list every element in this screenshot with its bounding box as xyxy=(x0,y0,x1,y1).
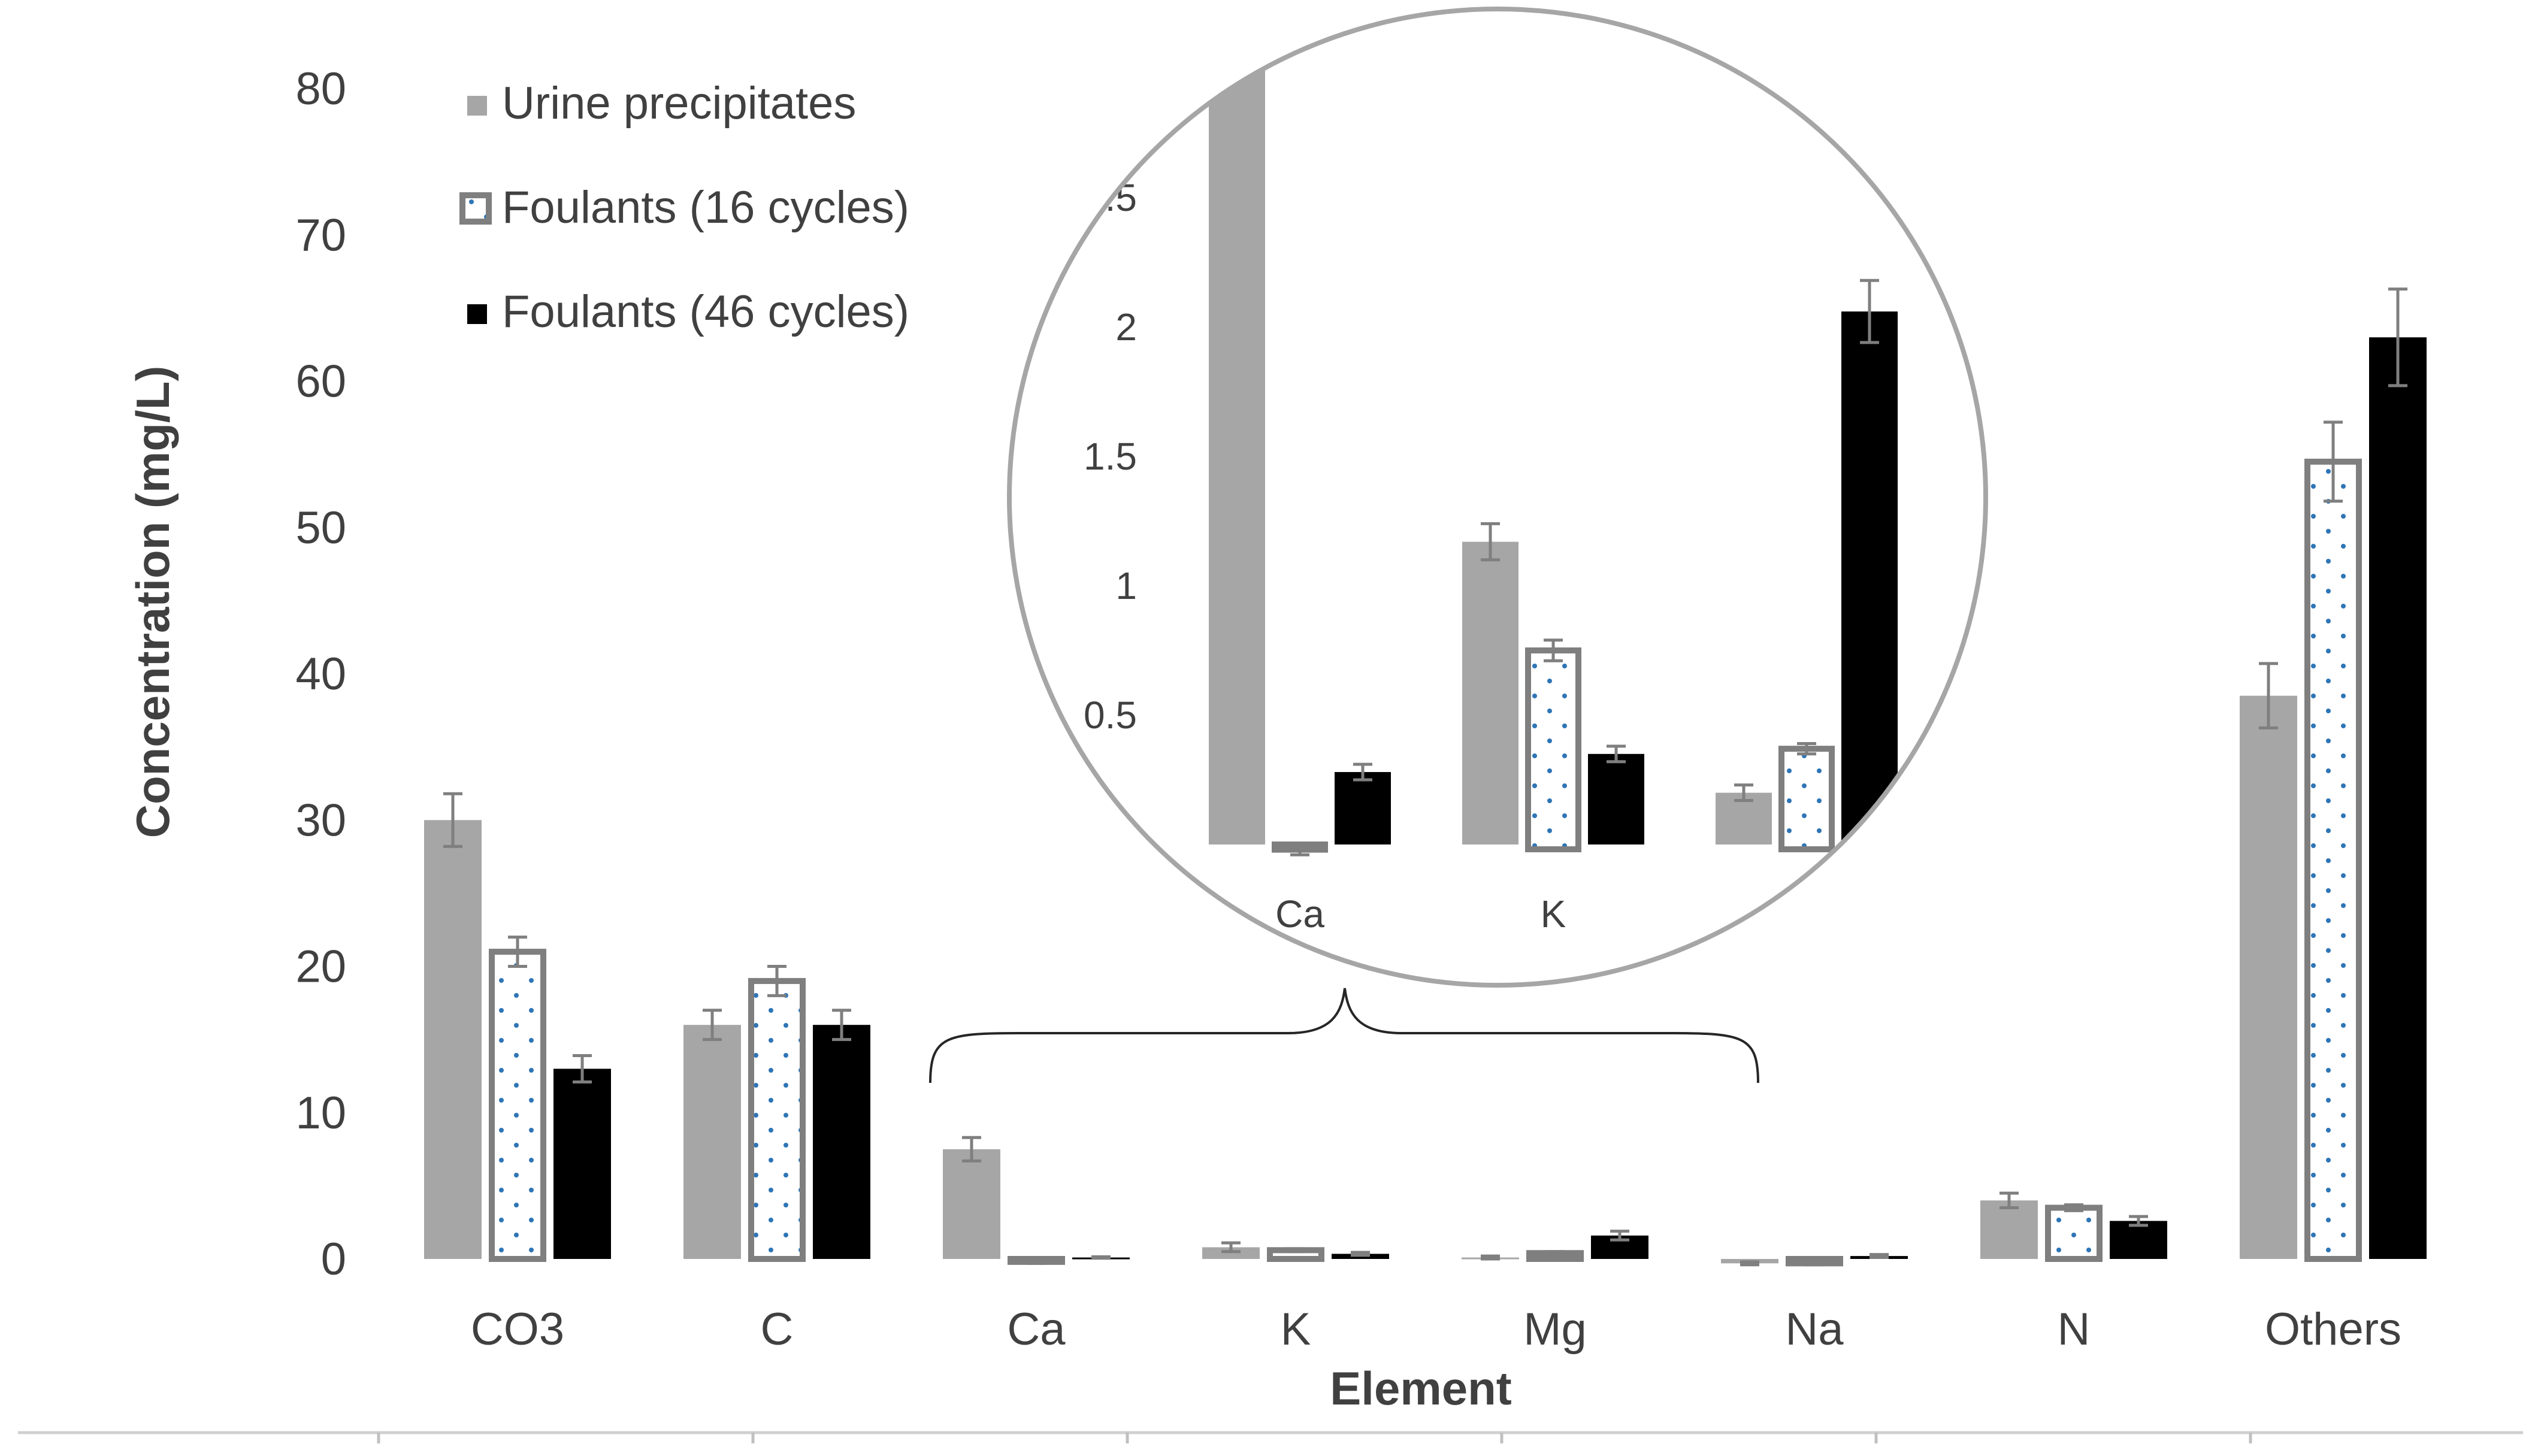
x-tick-label: Ca xyxy=(1007,1304,1066,1355)
inset-bar-foulants-16-cycles xyxy=(1525,647,1581,852)
error-bar xyxy=(767,965,786,997)
error-bar xyxy=(2259,662,2278,729)
error-bar xyxy=(1545,1250,1565,1257)
error-bar xyxy=(1610,1230,1629,1242)
inset-error-bar xyxy=(1734,783,1753,803)
bar-foulants-46-cycles xyxy=(553,1068,611,1259)
inset-x-tick-label: Ca xyxy=(1275,892,1324,936)
error-bar xyxy=(962,1136,981,1163)
inset-x-ticks: Ca K xyxy=(1275,892,1566,936)
bar-urine-precipitates xyxy=(683,1025,741,1259)
error-bar xyxy=(703,1009,722,1042)
bar-foulants-16-cycles xyxy=(489,949,546,1262)
x-tick-label: N xyxy=(2058,1304,2091,1355)
legend: Urine precipitates Foulants (16 cycles) … xyxy=(459,78,909,337)
error-bar xyxy=(832,1009,851,1042)
y-tick-label: 50 xyxy=(295,503,346,553)
inset-error-bar xyxy=(1353,762,1372,782)
x-tick-label: Na xyxy=(1785,1304,1844,1355)
bars xyxy=(424,337,2427,1267)
legend-label-foulants-46: Foulants (46 cycles) xyxy=(502,286,909,337)
legend-item-foulants-16: Foulants (16 cycles) xyxy=(459,182,909,233)
y-tick-label: 80 xyxy=(295,63,346,114)
error-bar xyxy=(1286,1247,1305,1254)
zoom-brace xyxy=(929,988,1759,1083)
bar-foulants-16-cycles xyxy=(2304,458,2362,1262)
error-bar xyxy=(1805,1260,1824,1267)
bar-foulants-16-cycles xyxy=(748,977,806,1263)
error-bar xyxy=(1221,1241,1241,1254)
y-tick-label: 20 xyxy=(295,942,346,992)
error-bar xyxy=(1091,1255,1111,1260)
legend-swatch-urine xyxy=(467,96,487,116)
bar-urine-precipitates xyxy=(2240,695,2297,1259)
bar-foulants-46-cycles xyxy=(2369,337,2427,1259)
inset-y-tick-label: 1.5 xyxy=(1084,435,1137,478)
inset-error-bars xyxy=(1290,279,1879,856)
inset-error-bar xyxy=(1607,744,1626,764)
zoom-inset: 0.511.52.5 Ca K xyxy=(1007,7,1988,988)
inset-error-bar xyxy=(1797,742,1816,756)
y-tick-label: 10 xyxy=(295,1088,346,1139)
inset-bar-foulants-46-cycles xyxy=(1841,311,1898,844)
error-bar xyxy=(508,936,527,968)
x-tick-label: CO3 xyxy=(471,1304,564,1355)
inset-bar-urine-precipitates xyxy=(1462,541,1518,844)
error-bar xyxy=(2324,420,2343,503)
legend-item-urine: Urine precipitates xyxy=(467,78,856,129)
x-axis-ticks: CO3 C Ca K Mg Na N Others xyxy=(471,1304,2401,1355)
y-axis-title: Concentration (mg/L) xyxy=(126,366,179,839)
y-tick-label: 60 xyxy=(295,356,346,407)
bar-urine-precipitates xyxy=(1980,1200,2038,1259)
bar-urine-precipitates xyxy=(943,1149,1000,1259)
bar-foulants-46-cycles xyxy=(813,1025,870,1259)
x-tick-label: Mg xyxy=(1523,1304,1587,1355)
error-bars xyxy=(443,287,2407,1267)
inset-bar-foulants-46-cycles xyxy=(1588,753,1644,844)
error-bar xyxy=(443,792,462,848)
bar-foulants-16-cycles xyxy=(2045,1204,2103,1262)
inset-bar-foulants-46-cycles xyxy=(1335,772,1391,844)
y-tick-label: 40 xyxy=(295,649,346,700)
error-bar xyxy=(573,1054,592,1083)
inset-border xyxy=(1007,7,1988,988)
inset-bars xyxy=(1209,9,1898,853)
legend-swatch-foulants-46 xyxy=(467,304,487,324)
x-tick-label: C xyxy=(761,1304,794,1355)
bottom-frame xyxy=(18,1431,2523,1443)
bar-foulants-46-cycles xyxy=(2110,1221,2167,1259)
y-axis-ticks: 0 10 20 30 40 50 60 70 80 xyxy=(295,63,346,1285)
x-axis-title: Element xyxy=(1330,1362,1511,1415)
error-bar xyxy=(1481,1254,1500,1261)
inset-y-tick-label: 0.5 xyxy=(1084,694,1137,737)
error-bar xyxy=(1999,1191,2019,1210)
error-bar xyxy=(2064,1203,2083,1212)
inset-x-tick-label: K xyxy=(1541,892,1566,936)
y-tick-label: 70 xyxy=(295,210,346,261)
bar-urine-precipitates xyxy=(424,820,482,1259)
inset-error-bar xyxy=(1481,522,1500,562)
inset-error-bar xyxy=(1290,843,1309,856)
legend-label-foulants-16: Foulants (16 cycles) xyxy=(502,182,909,233)
x-tick-label: Others xyxy=(2265,1304,2401,1355)
legend-swatch-foulants-16 xyxy=(459,192,492,225)
error-bar xyxy=(1870,1253,1889,1260)
inset-error-bar xyxy=(1544,638,1563,662)
inset-y-tick-label: 1 xyxy=(1115,564,1137,607)
x-tick-label: K xyxy=(1281,1304,1311,1355)
error-bar xyxy=(1351,1251,1370,1257)
inset-y-tick-label: 2 xyxy=(1115,305,1137,349)
error-bar xyxy=(2129,1215,2148,1227)
legend-label-urine: Urine precipitates xyxy=(502,78,856,129)
inset-bar-foulants-16-cycles xyxy=(1778,746,1835,853)
error-bar xyxy=(1027,1258,1046,1265)
inset-error-bar xyxy=(1860,279,1879,344)
inset-bar-urine-precipitates xyxy=(1209,9,1265,844)
y-tick-label: 30 xyxy=(295,795,346,846)
error-bar xyxy=(2388,287,2407,388)
y-tick-label: 0 xyxy=(321,1234,346,1285)
legend-item-foulants-46: Foulants (46 cycles) xyxy=(467,286,909,337)
error-bar xyxy=(1740,1260,1759,1267)
